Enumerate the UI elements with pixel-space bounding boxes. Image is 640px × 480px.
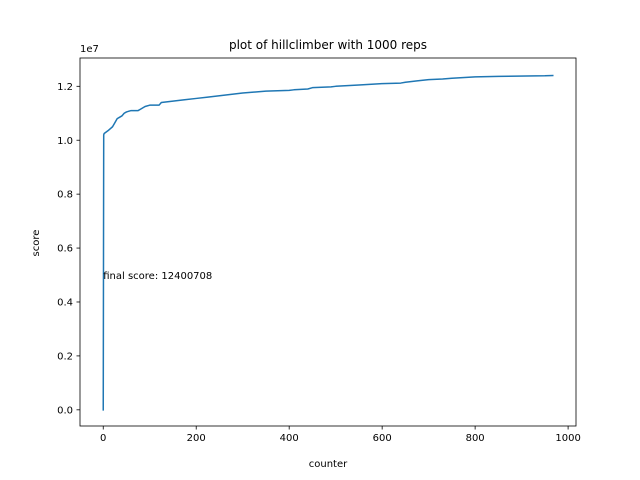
x-tick-label: 600	[373, 433, 392, 444]
axes-frame	[79, 57, 577, 427]
x-tick-label: 800	[466, 433, 485, 444]
x-tick-label: 400	[280, 433, 299, 444]
x-tick-label: 1000	[555, 433, 580, 444]
plot-area: final score: 12400708	[102, 74, 554, 411]
x-tick-label: 200	[187, 433, 206, 444]
y-tick-label: 0.0	[57, 405, 73, 416]
y-tick-label: 1.2	[57, 82, 73, 93]
x-tick-label: 0	[100, 433, 106, 444]
annotation-final-score: final score: 12400708	[103, 271, 212, 282]
y-offset-label: 1e7	[80, 44, 99, 55]
series-line	[102, 74, 554, 411]
y-tick-label: 0.2	[57, 352, 73, 363]
y-tick-label: 1.0	[57, 136, 73, 147]
axes: 0 200 400 600 800 1000 0.0 0.2 0.4 0.6 0.8 1.0 1.2	[57, 57, 581, 444]
y-tick-label: 0.6	[57, 244, 73, 255]
chart-title: plot of hillclimber with 1000 reps	[229, 38, 427, 52]
x-axis-label: counter	[309, 459, 348, 470]
y-axis-label: score	[31, 230, 42, 257]
y-tick-label: 0.4	[57, 298, 73, 309]
y-tick-label: 0.8	[57, 190, 73, 201]
